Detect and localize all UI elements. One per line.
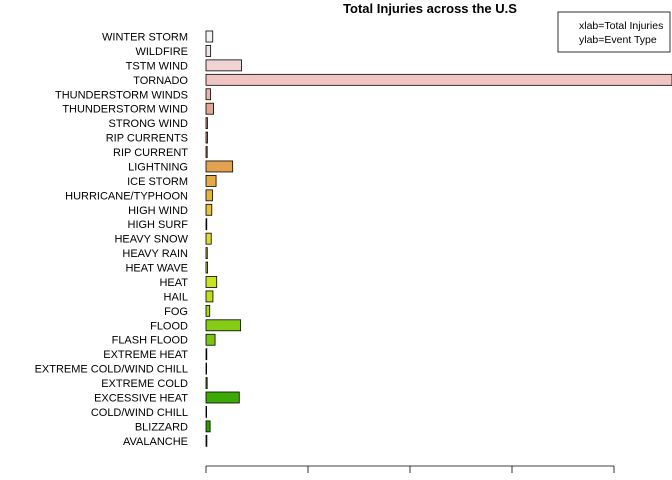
bar-tstm-wind [205, 59, 242, 72]
category-label-heavy-rain: HEAVY RAIN [122, 248, 188, 260]
category-label-tstm-wind: TSTM WIND [126, 60, 188, 72]
bar-rip-current [205, 146, 208, 158]
bar-avalanche [205, 434, 208, 447]
bar-hail [205, 290, 214, 303]
bar-heat-wave [205, 261, 208, 274]
bar-tornado [205, 73, 672, 86]
category-label-hail: HAIL [164, 291, 188, 303]
bar-fog [205, 304, 211, 317]
x-axis [205, 465, 615, 473]
category-label-rip-currents: RIP CURRENTS [106, 133, 188, 145]
bar-extreme-cold-wind-chill [205, 362, 208, 375]
bar-ice-storm [205, 174, 217, 187]
bar-hurricane-typhoon [205, 189, 213, 202]
bar-thunderstorm-wind [205, 102, 214, 115]
bar-wildfire [205, 45, 212, 57]
bar-excessive-heat [205, 391, 240, 404]
category-label-blizzard: BLIZZARD [135, 421, 188, 433]
category-label-flood: FLOOD [150, 320, 188, 332]
legend: xlab=Total Injuries ylab=Event Type [557, 11, 671, 53]
bar-cold-wind-chill [205, 406, 208, 418]
bar-heavy-snow [205, 232, 212, 245]
bar-blizzard [205, 420, 211, 433]
category-label-extreme-cold: EXTREME COLD [101, 378, 188, 390]
legend-line-ylab: ylab=Event Type [579, 34, 657, 46]
category-label-heat-wave: HEAT WAVE [125, 263, 188, 275]
chart-title: Total Injuries across the U.S [343, 1, 517, 16]
category-label-rip-current: RIP CURRENT [113, 147, 188, 159]
category-label-excessive-heat: EXCESSIVE HEAT [94, 393, 188, 405]
bar-heat [205, 276, 218, 288]
bar-thunderstorm-winds [205, 88, 212, 101]
category-label-high-surf: HIGH SURF [128, 219, 189, 231]
category-label-heavy-snow: HEAVY SNOW [114, 234, 188, 246]
category-label-ice-storm: ICE STORM [127, 176, 188, 188]
bar-high-wind [205, 203, 213, 216]
category-label-thunderstorm-winds: THUNDERSTORM WINDS [55, 89, 188, 101]
bar-heavy-rain [205, 247, 208, 260]
bar-high-surf [205, 218, 208, 231]
bar-winter-storm [205, 30, 214, 43]
category-label-extreme-heat: EXTREME HEAT [103, 349, 188, 361]
category-label-winter-storm: WINTER STORM [102, 32, 188, 44]
bar-rip-currents [205, 131, 208, 144]
category-label-heat: HEAT [159, 277, 188, 289]
bar-flash-flood [205, 333, 216, 346]
category-label-flash-flood: FLASH FLOOD [112, 335, 188, 347]
legend-line-xlab: xlab=Total Injuries [579, 20, 663, 32]
legend-box [557, 11, 671, 53]
category-label-thunderstorm-wind: THUNDERSTORM WIND [62, 104, 188, 116]
category-label-lightning: LIGHTNING [128, 161, 188, 173]
category-label-cold-wind-chill: COLD/WIND CHILL [91, 407, 188, 419]
bar-extreme-heat [205, 348, 208, 361]
category-label-fog: FOG [164, 306, 188, 318]
bar-flood [205, 319, 242, 332]
bars-group [205, 30, 672, 447]
category-label-wildfire: WILDFIRE [135, 46, 188, 58]
category-label-strong-wind: STRONG WIND [109, 118, 188, 130]
bar-extreme-cold [205, 377, 208, 389]
category-label-high-wind: HIGH WIND [128, 205, 188, 217]
bar-strong-wind [205, 117, 208, 130]
category-labels-group: WINTER STORM WILDFIRE TSTM WIND TORNADO THUN… [35, 32, 189, 448]
category-label-tornado: TORNADO [133, 75, 188, 87]
category-label-extreme-cold-wind-chill: EXTREME COLD/WIND CHILL [35, 364, 188, 376]
bar-lightning [205, 160, 234, 173]
category-label-hurricane-typhoon: HURRICANE/TYPHOON [65, 190, 188, 202]
category-label-avalanche: AVALANCHE [123, 436, 188, 448]
